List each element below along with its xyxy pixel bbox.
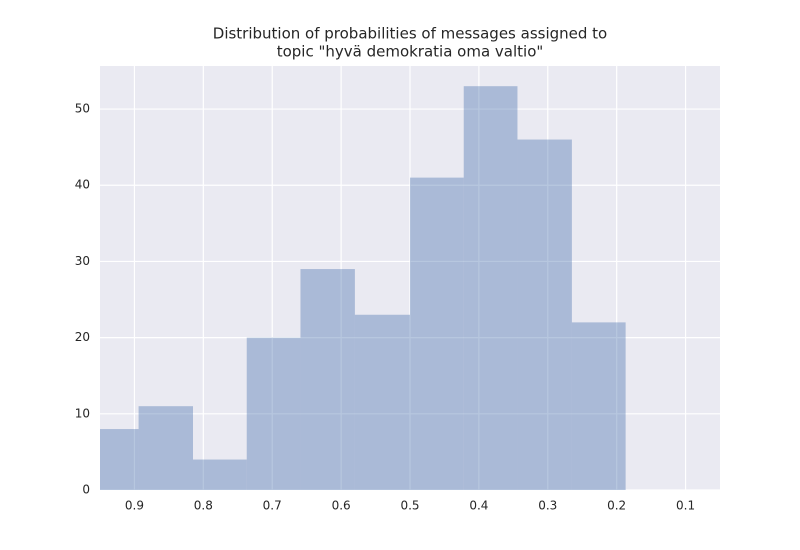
bar — [517, 139, 572, 490]
y-tick-label: 0 — [82, 483, 90, 497]
bar — [138, 406, 193, 490]
x-tick-label: 0.6 — [332, 499, 351, 513]
y-tick-label: 50 — [75, 102, 90, 116]
y-tick-label: 20 — [75, 330, 90, 344]
x-tick-label: 0.5 — [400, 499, 419, 513]
x-tick-label: 0.2 — [607, 499, 626, 513]
x-tick-label: 0.4 — [469, 499, 488, 513]
bar — [100, 429, 139, 490]
x-tick-label: 0.7 — [263, 499, 282, 513]
bar — [193, 459, 247, 490]
bar — [571, 322, 626, 490]
x-tick-label: 0.9 — [125, 499, 144, 513]
bar — [410, 177, 464, 490]
y-tick-label: 40 — [75, 178, 90, 192]
bars — [100, 86, 626, 490]
bar — [463, 86, 518, 490]
x-tick-label: 0.1 — [676, 499, 695, 513]
x-tick-label: 0.8 — [194, 499, 213, 513]
x-tick-label: 0.3 — [538, 499, 557, 513]
y-tick-label: 30 — [75, 254, 90, 268]
bar — [246, 337, 301, 490]
bar — [354, 314, 410, 490]
chart-title: Distribution of probabilities of message… — [213, 25, 607, 43]
y-tick-label: 10 — [75, 406, 90, 420]
bar — [300, 269, 355, 490]
chart-title: topic "hyvä demokratia oma valtio" — [277, 43, 544, 61]
grid — [100, 66, 720, 491]
